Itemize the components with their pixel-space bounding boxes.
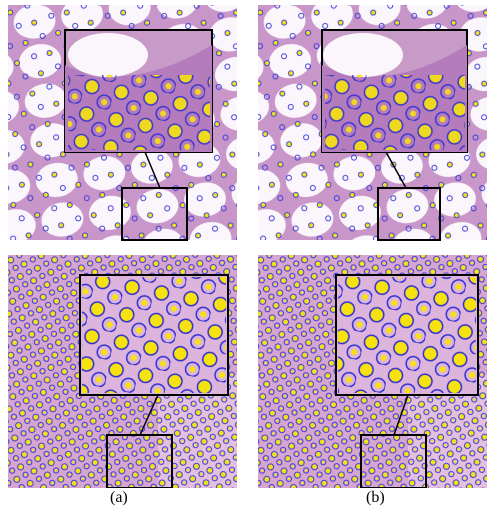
panel-a-bottom — [8, 255, 237, 488]
figure-images — [0, 0, 487, 488]
panel-caption: (b) — [366, 489, 385, 507]
panel-a-top — [8, 5, 237, 240]
panel-b-top — [258, 5, 487, 240]
panel-b-bottom — [258, 255, 487, 488]
panel-caption: (a) — [110, 489, 128, 507]
figure: (a) (b) — [0, 0, 487, 513]
